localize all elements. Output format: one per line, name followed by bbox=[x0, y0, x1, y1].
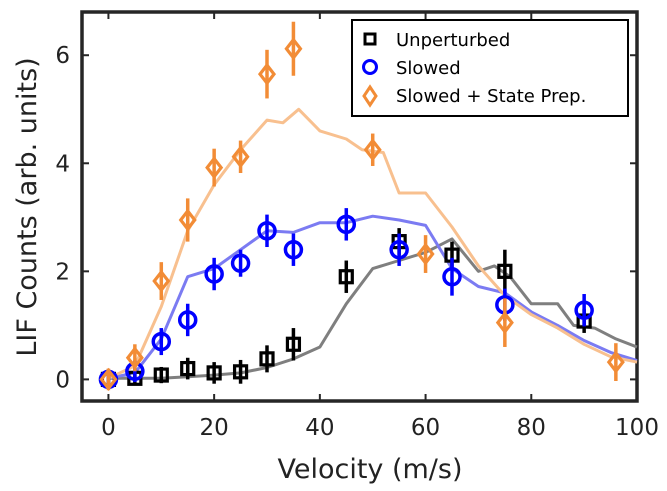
x-tick-label: 0 bbox=[101, 415, 116, 441]
legend-label-slowed: Slowed bbox=[396, 58, 461, 79]
data-point-square bbox=[232, 364, 249, 380]
model-curve-2 bbox=[108, 214, 638, 380]
data-point-square bbox=[338, 269, 354, 285]
data-point-square bbox=[497, 263, 513, 279]
data-point-circle bbox=[151, 331, 172, 352]
x-tick-label: 20 bbox=[200, 415, 229, 441]
data-point-diamond bbox=[99, 367, 118, 391]
legend-marker-unperturbed bbox=[363, 32, 377, 46]
data-point-diamond bbox=[257, 62, 277, 86]
data-point-diamond bbox=[416, 242, 435, 266]
data-point-diamond bbox=[606, 350, 625, 374]
data-point-circle bbox=[389, 239, 409, 260]
x-tick-label: 40 bbox=[305, 415, 334, 441]
legend: Unperturbed Slowed Slowed + State Prep. bbox=[351, 19, 629, 117]
data-series bbox=[98, 21, 625, 391]
data-point-circle bbox=[283, 239, 304, 260]
data-point-circle bbox=[442, 266, 462, 287]
x-tick-label: 80 bbox=[517, 415, 546, 441]
data-point-circle bbox=[257, 221, 277, 241]
data-point-diamond bbox=[205, 155, 224, 180]
legend-box bbox=[351, 19, 629, 117]
legend-label-unperturbed: Unperturbed bbox=[396, 30, 510, 51]
y-tick-label: 2 bbox=[55, 259, 70, 285]
data-point-diamond bbox=[231, 145, 250, 169]
data-point-square bbox=[259, 351, 275, 367]
x-axis-title: Velocity (m/s) bbox=[277, 454, 462, 485]
y-tick-label: 4 bbox=[55, 151, 70, 177]
legend-label-state-prep: Slowed + State Prep. bbox=[396, 86, 586, 107]
data-point-circle bbox=[336, 214, 357, 235]
plot-frame bbox=[80, 10, 639, 403]
y-tick-label: 6 bbox=[55, 43, 70, 69]
data-point-square bbox=[206, 365, 222, 381]
x-tick-label: 100 bbox=[615, 415, 659, 441]
data-point-square bbox=[153, 367, 169, 383]
data-point-circle bbox=[230, 253, 251, 273]
data-point-circle bbox=[204, 264, 224, 284]
model-curve-3 bbox=[107, 107, 638, 380]
data-point-diamond bbox=[495, 311, 514, 335]
data-point-diamond bbox=[284, 37, 303, 61]
axis-ticks: 0 20 40 60 80 100 0 2 4 6 bbox=[55, 12, 659, 441]
data-point-circle bbox=[177, 310, 198, 330]
data-point-diamond bbox=[178, 208, 197, 232]
legend-marker-slowed bbox=[362, 59, 378, 75]
data-point-diamond bbox=[152, 269, 171, 293]
legend-marker-state-prep bbox=[362, 84, 378, 108]
y-tick-label: 0 bbox=[55, 367, 70, 393]
data-point-square bbox=[180, 360, 196, 377]
data-point-diamond bbox=[125, 346, 144, 370]
data-point-square bbox=[285, 336, 302, 352]
data-point-diamond bbox=[363, 138, 382, 162]
data-point-circle bbox=[574, 300, 594, 320]
x-tick-label: 60 bbox=[411, 415, 440, 441]
y-axis-title: LIF Counts (arb. units) bbox=[12, 57, 43, 356]
